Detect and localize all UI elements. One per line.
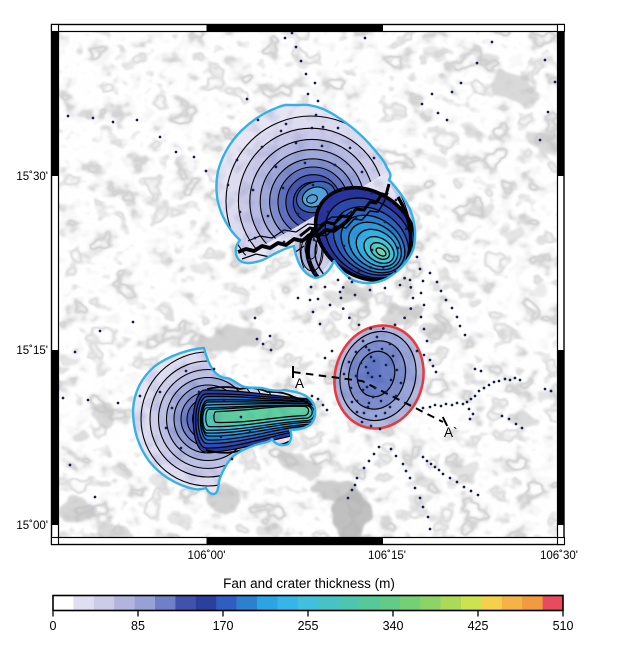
svg-text:85: 85 — [131, 619, 145, 633]
svg-text:A: A — [295, 376, 304, 391]
svg-text:15˚15': 15˚15' — [16, 345, 48, 357]
svg-text:255: 255 — [298, 619, 319, 633]
svg-text:0: 0 — [50, 619, 57, 633]
svg-text:15˚00': 15˚00' — [16, 520, 48, 532]
svg-text:Fan and crater thickness (m): Fan and crater thickness (m) — [223, 576, 395, 591]
svg-text:15˚30': 15˚30' — [16, 171, 48, 183]
svg-text:106˚00': 106˚00' — [187, 550, 225, 562]
svg-text:425: 425 — [468, 619, 489, 633]
svg-text:510: 510 — [553, 619, 574, 633]
svg-text:A`: A` — [444, 425, 458, 440]
svg-text:340: 340 — [383, 619, 404, 633]
svg-text:106˚30': 106˚30' — [540, 550, 578, 562]
svg-text:170: 170 — [213, 619, 234, 633]
svg-text:106˚15': 106˚15' — [368, 550, 406, 562]
